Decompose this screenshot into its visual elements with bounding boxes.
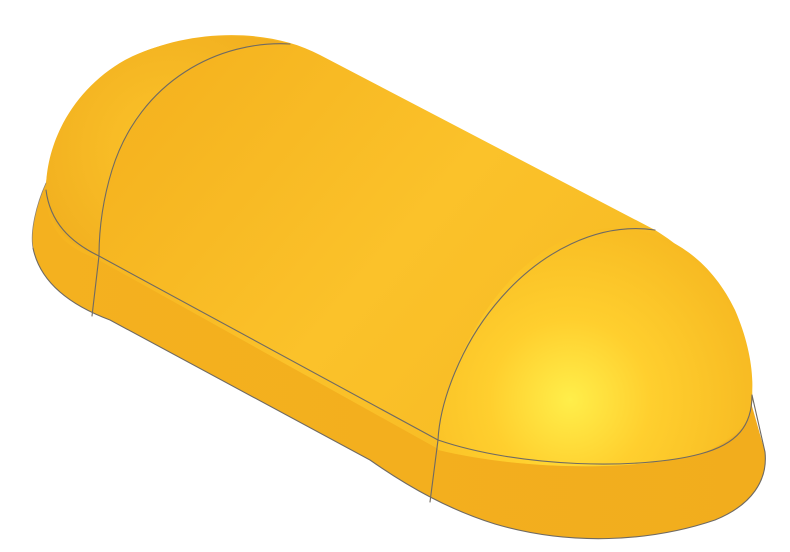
left-dome [46,36,290,256]
bottom-edge [32,247,766,540]
upper-band-edge [45,189,753,465]
right-dome [437,228,753,467]
right-seam-edge [429,228,656,503]
left-seam-edge [91,43,291,317]
left-side-edge [31,182,47,249]
